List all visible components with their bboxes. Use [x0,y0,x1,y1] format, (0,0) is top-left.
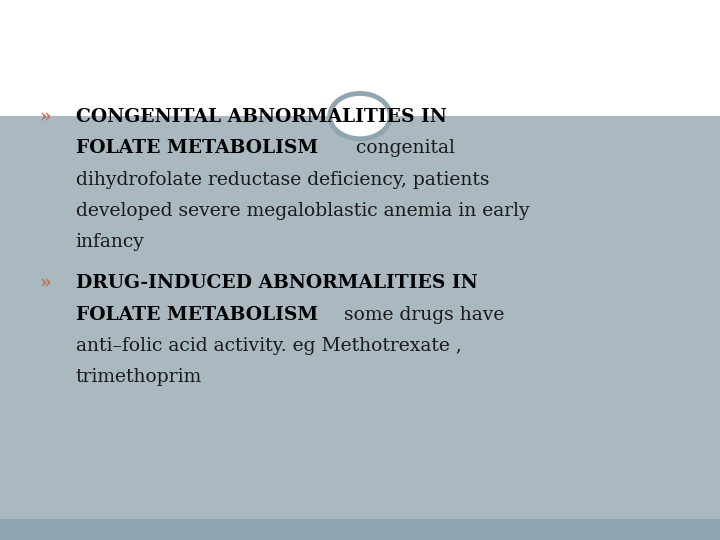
Text: some drugs have: some drugs have [338,306,505,323]
Text: DRUG-INDUCED ABNORMALITIES IN: DRUG-INDUCED ABNORMALITIES IN [76,274,477,292]
FancyBboxPatch shape [0,0,720,116]
FancyBboxPatch shape [0,519,720,540]
FancyBboxPatch shape [0,116,720,540]
Text: dihydrofolate reductase deficiency, patients: dihydrofolate reductase deficiency, pati… [76,171,489,188]
Text: FOLATE METABOLISM: FOLATE METABOLISM [76,306,318,323]
Text: anti–folic acid activity. eg Methotrexate ,: anti–folic acid activity. eg Methotrexat… [76,337,462,355]
Text: FOLATE METABOLISM: FOLATE METABOLISM [76,139,318,157]
Text: »: » [40,108,51,126]
Text: infancy: infancy [76,233,145,251]
Text: trimethoprim: trimethoprim [76,368,202,386]
Text: »: » [40,274,51,292]
Text: developed severe megaloblastic anemia in early: developed severe megaloblastic anemia in… [76,202,529,220]
Text: CONGENITAL ABNORMALITIES IN: CONGENITAL ABNORMALITIES IN [76,108,446,126]
Text: congenital: congenital [338,139,455,157]
Circle shape [330,93,390,139]
